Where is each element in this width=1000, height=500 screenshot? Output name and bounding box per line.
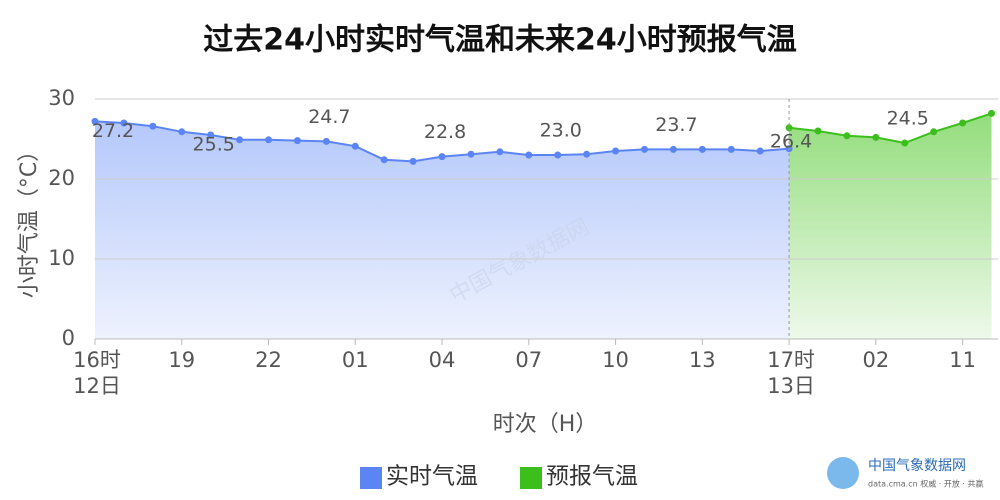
x-tick-label-line: 13日 (767, 374, 815, 398)
point (843, 132, 851, 140)
point (91, 117, 99, 125)
logo-icon (827, 457, 859, 489)
x-tick-label: 02 (862, 348, 889, 372)
x-tick-label: 17时 13日 (767, 348, 815, 398)
point (930, 128, 938, 136)
x-tick-label: 04 (429, 348, 456, 372)
point (380, 156, 388, 164)
legend-label: 预报气温 (546, 464, 638, 490)
point (814, 127, 822, 135)
point (467, 150, 475, 158)
x-tick-label: 13 (689, 348, 716, 372)
value-label: 22.8 (424, 121, 466, 143)
x-tick-label: 01 (342, 348, 369, 372)
point (698, 145, 706, 153)
point (959, 119, 967, 127)
area (789, 113, 992, 340)
legend-swatch (360, 467, 382, 489)
point (496, 148, 504, 156)
point (988, 109, 996, 117)
x-axis-label: 时次（H） (493, 412, 598, 437)
point (583, 150, 591, 158)
point (207, 131, 215, 139)
point (669, 145, 677, 153)
x-tick-label: 22 (255, 348, 282, 372)
value-label: 24.5 (887, 108, 929, 130)
x-tick-label-line: 12日 (73, 374, 121, 398)
logo-tagline: data.cma.cn 权威 · 开放 · 共赢 (868, 479, 983, 489)
point (265, 136, 273, 144)
point (293, 137, 301, 145)
x-tick-label: 10 (602, 348, 629, 372)
point (322, 137, 330, 145)
point (727, 145, 735, 153)
y-tick-label: 10 (48, 246, 75, 270)
value-label: 27.2 (92, 120, 134, 142)
point (178, 128, 186, 136)
value-label: 25.5 (193, 134, 235, 156)
point (872, 133, 880, 141)
line (788, 112, 992, 145)
x-tick-label-line: 16时 (73, 348, 121, 372)
point (149, 122, 157, 130)
point (901, 139, 909, 147)
point (785, 124, 793, 132)
point (612, 147, 620, 155)
y-tick-label: 0 (62, 326, 75, 350)
point (640, 145, 648, 153)
y-axis-label: 小时气温（°C） (17, 140, 42, 298)
value-label: 23.0 (540, 120, 582, 142)
x-tick-label-line: 17时 (767, 348, 815, 372)
point (120, 119, 128, 127)
point (351, 142, 359, 150)
legend-label: 实时气温 (386, 464, 478, 490)
value-label: 26.4 (770, 130, 812, 152)
area (95, 121, 790, 340)
value-label: 23.7 (655, 114, 697, 136)
logo-name: 中国气象数据网 (868, 458, 966, 474)
value-label: 24.7 (308, 106, 350, 128)
point (438, 153, 446, 161)
x-tick-label: 19 (168, 348, 195, 372)
point (525, 151, 533, 159)
y-tick-label: 20 (48, 166, 75, 190)
point (756, 147, 764, 155)
x-tick-label: 07 (515, 348, 542, 372)
point (409, 157, 417, 165)
x-tick-label: 11 (949, 348, 976, 372)
chart-title: 过去24小时实时气温和未来24小时预报气温 (203, 23, 797, 58)
point (236, 136, 244, 144)
point (554, 151, 562, 159)
y-tick-label: 30 (48, 86, 75, 110)
x-tick-label: 16时 12日 (73, 348, 121, 398)
legend-swatch (520, 467, 542, 489)
